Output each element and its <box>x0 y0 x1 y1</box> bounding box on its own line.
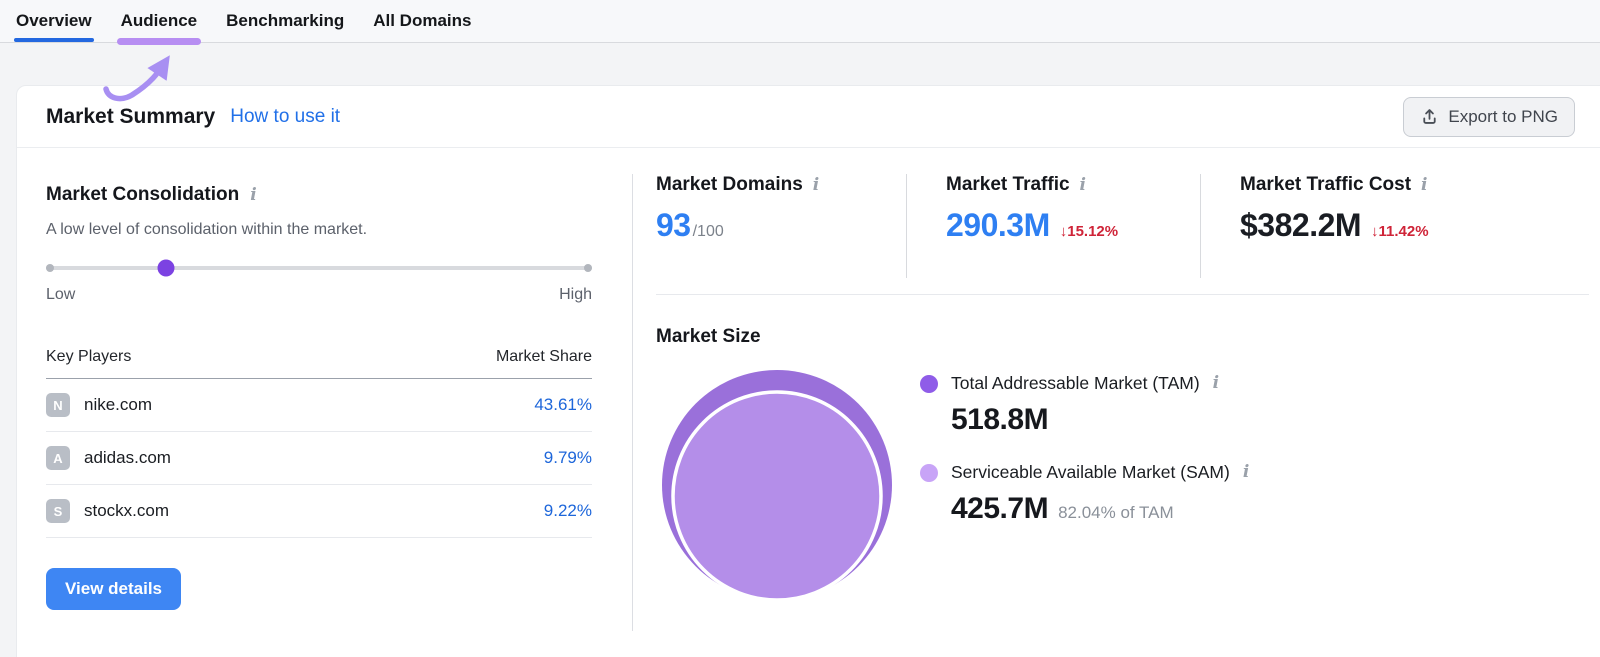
key-players-table: Key Players Market Share N nike.com 43.6… <box>46 348 592 538</box>
consolidation-title: Market Consolidation <box>46 184 240 205</box>
export-upload-icon <box>1423 109 1437 124</box>
consolidation-slider <box>46 259 592 277</box>
card-title: Market Summary <box>46 104 216 128</box>
market-summary-card: Market Summary How to use it Export to P… <box>16 85 1600 657</box>
export-png-button[interactable]: Export to PNG <box>1403 96 1575 137</box>
stat-value: 93 <box>656 207 691 243</box>
info-icon[interactable]: i <box>1421 174 1428 195</box>
tab-benchmarking[interactable]: Benchmarking <box>226 0 344 42</box>
table-row[interactable]: S stockx.com 9.22% <box>46 485 592 538</box>
domain-name: stockx.com <box>84 501 170 520</box>
table-row[interactable]: N nike.com 43.61% <box>46 379 592 432</box>
stat-market-domains: Market Domains i 93 /100 <box>656 174 906 278</box>
how-to-use-link[interactable]: How to use it <box>230 105 341 127</box>
section-divider <box>656 294 1589 295</box>
card-body: Market Consolidation i A low level of co… <box>17 148 1600 657</box>
slider-high-label: High <box>559 286 592 303</box>
info-icon[interactable]: i <box>812 174 820 195</box>
top-nav: Overview Audience Benchmarking All Domai… <box>0 0 1600 45</box>
market-overview-panel: Market Domains i 93 /100 Market Traffic … <box>616 148 1600 657</box>
info-icon[interactable]: i <box>250 184 257 205</box>
stat-value: 290.3M <box>946 207 1050 243</box>
info-icon[interactable]: i <box>1079 174 1087 195</box>
card-header: Market Summary How to use it Export to P… <box>17 86 1600 148</box>
stat-label: Market Traffic Cost <box>1240 174 1412 195</box>
tab-overview-label: Overview <box>16 11 92 30</box>
slider-track <box>46 266 592 270</box>
stats-row: Market Domains i 93 /100 Market Traffic … <box>656 174 1589 278</box>
market-size-bubble-chart <box>662 370 892 602</box>
market-consolidation-panel: Market Consolidation i A low level of co… <box>17 148 616 657</box>
consolidation-description: A low level of consolidation within the … <box>46 221 368 238</box>
stat-label: Market Traffic <box>946 174 1070 195</box>
tam-label: Total Addressable Market (TAM) <box>951 373 1200 393</box>
info-icon[interactable]: i <box>1212 373 1220 393</box>
tab-all-domains[interactable]: All Domains <box>373 0 471 42</box>
domain-favicon: N <box>46 393 70 417</box>
slider-low-label: Low <box>46 286 76 303</box>
market-share-link[interactable]: 9.79% <box>543 448 592 467</box>
tab-audience[interactable]: Audience <box>116 0 201 45</box>
slider-left-endpoint <box>46 264 54 272</box>
column-divider <box>632 174 633 631</box>
market-size-legend: Total Addressable Market (TAM) i 518.8M … <box>920 366 1249 606</box>
export-png-label: Export to PNG <box>1448 106 1558 126</box>
tab-all-domains-label: All Domains <box>373 11 472 30</box>
sam-value: 425.7M <box>951 492 1049 525</box>
stat-label: Market Domains <box>656 174 803 195</box>
domain-name: adidas.com <box>84 448 171 467</box>
market-size-section: Total Addressable Market (TAM) i 518.8M … <box>656 366 1589 606</box>
trend-down-badge: ↓15.12% <box>1059 223 1119 240</box>
tam-value: 518.8M <box>951 403 1049 436</box>
market-share-link[interactable]: 9.22% <box>543 501 592 520</box>
market-share-link[interactable]: 43.61% <box>534 395 592 414</box>
tab-overview[interactable]: Overview <box>14 0 94 42</box>
stat-suffix: /100 <box>692 223 724 240</box>
slider-right-endpoint <box>584 264 592 272</box>
tam-legend-dot <box>920 374 938 393</box>
market-size-title: Market Size <box>656 326 761 347</box>
market-share-column-header: Market Share <box>495 348 592 365</box>
sam-legend-dot <box>920 463 938 482</box>
legend-item-sam: Serviceable Available Market (SAM) i 425… <box>920 462 1249 526</box>
consolidation-slider-handle[interactable] <box>157 259 175 277</box>
sam-percent-of-tam: 82.04% of TAM <box>1058 503 1174 522</box>
sam-bubble <box>671 390 883 602</box>
stat-market-traffic-cost: Market Traffic Cost i $382.2M ↓11.42% <box>1200 174 1589 278</box>
view-details-button[interactable]: View details <box>46 568 182 610</box>
domain-favicon: A <box>46 446 70 470</box>
legend-item-tam: Total Addressable Market (TAM) i 518.8M <box>920 373 1249 437</box>
tab-audience-label: Audience <box>120 11 198 30</box>
trend-down-badge: ↓11.42% <box>1371 223 1429 240</box>
stat-value: $382.2M <box>1240 207 1362 243</box>
table-row[interactable]: A adidas.com 9.79% <box>46 432 592 485</box>
tab-benchmarking-label: Benchmarking <box>226 11 345 30</box>
sam-label: Serviceable Available Market (SAM) <box>951 462 1230 482</box>
key-players-table-header: Key Players Market Share <box>46 348 592 379</box>
domain-name: nike.com <box>84 395 153 414</box>
key-players-column-header: Key Players <box>46 348 132 365</box>
info-icon[interactable]: i <box>1242 462 1250 482</box>
domain-favicon: S <box>46 499 70 523</box>
stat-market-traffic: Market Traffic i 290.3M ↓15.12% <box>906 174 1200 278</box>
